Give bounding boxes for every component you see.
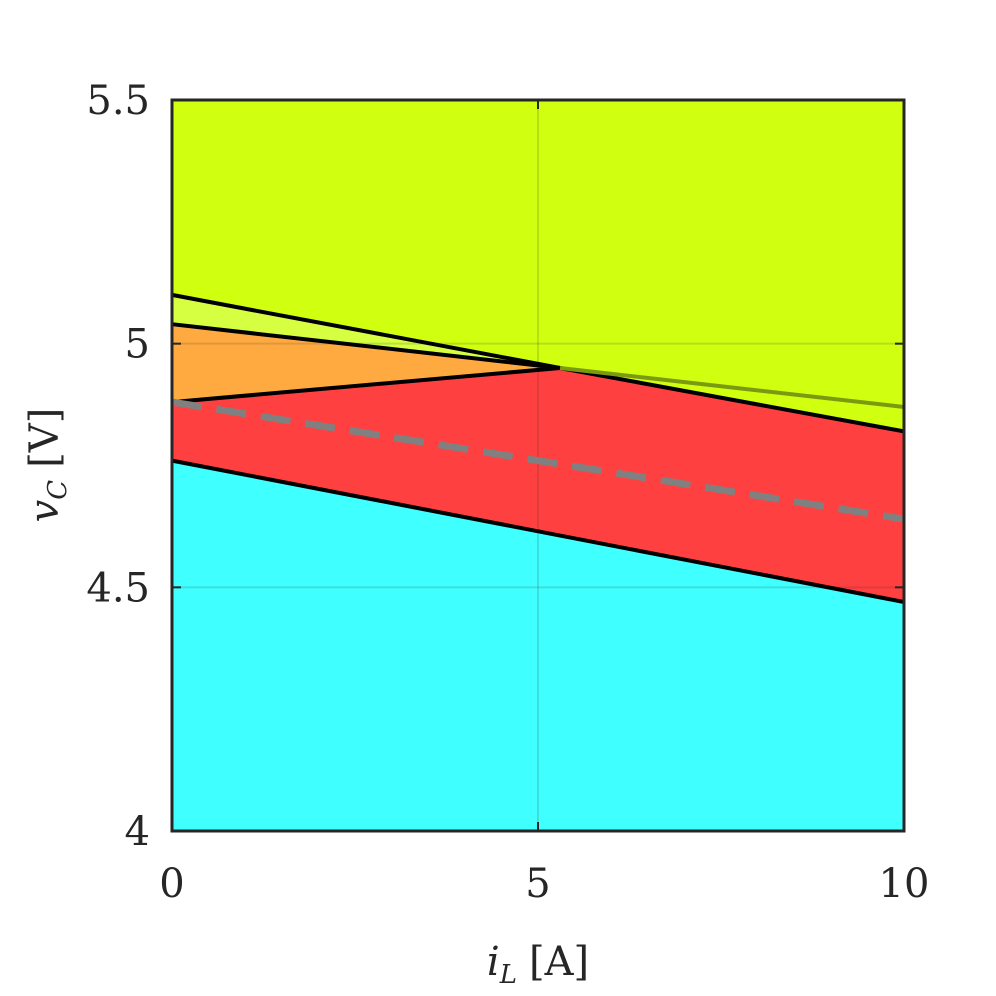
y-tick-label: 4 [125, 809, 150, 855]
plot-frame [170, 98, 906, 833]
y-axis-unit: [V] [22, 408, 68, 468]
boundary-line-4 [559, 366, 905, 409]
boundary-line-0 [171, 458, 905, 604]
y-tick-label: 4.5 [86, 565, 150, 611]
region-1 [172, 368, 904, 602]
grid-layer [172, 100, 904, 831]
y-axis-label: vC [V] [22, 408, 73, 523]
dashed-reference-line [171, 398, 905, 523]
region-layer [172, 100, 904, 831]
x-tick-label: 0 [159, 861, 184, 907]
region-4 [172, 100, 904, 432]
boundary-line-2 [171, 322, 561, 370]
y-axis-sub: C [43, 480, 73, 500]
y-tick-label: 5.5 [86, 78, 150, 124]
region-0 [172, 460, 904, 831]
y-axis-var: v [22, 499, 68, 522]
boundary-line-layer [171, 292, 905, 604]
region-2 [172, 324, 560, 403]
x-axis-label: iL [A] [487, 939, 589, 990]
x-axis-var: i [487, 939, 500, 985]
x-tick-label: 5 [525, 861, 550, 907]
x-axis-unit: [A] [529, 939, 589, 985]
x-tick-label: 10 [879, 861, 930, 907]
y-tick-label: 5 [125, 322, 150, 368]
tick-label-layer: 0 5 10 4 4.5 5 5.5 [86, 78, 929, 907]
boundary-line-1 [171, 366, 561, 405]
x-axis-sub: L [499, 960, 517, 990]
